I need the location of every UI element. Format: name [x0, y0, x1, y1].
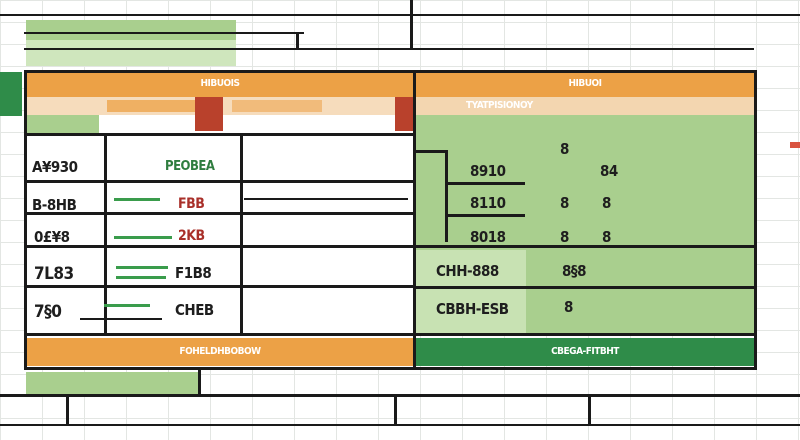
right-panel — [413, 70, 757, 370]
right-row-mid: 8 — [560, 140, 569, 158]
top-divider-2 — [24, 48, 754, 50]
left-panel-footer: FOHELDHBOBOW — [27, 338, 413, 366]
row-bar — [116, 266, 168, 269]
right-row-mid: 8§8 — [562, 262, 587, 280]
row-right-value: FBB — [178, 196, 205, 212]
right-row-value: 84 — [600, 162, 618, 180]
right-row-mid: 8 — [560, 228, 569, 246]
bottom-tick — [394, 396, 397, 426]
right-row-rule — [416, 333, 757, 336]
right-panel-header: HIBUOI — [416, 73, 754, 97]
right-row-value: 8 — [602, 194, 611, 212]
edge-marker — [790, 142, 800, 148]
bottom-tick — [198, 370, 201, 396]
top-tick-2 — [410, 0, 413, 50]
red-marker-2 — [395, 97, 413, 131]
row-right-value: F1B8 — [175, 264, 212, 282]
row-rule — [24, 245, 416, 248]
column-right-label: PEOBEA — [165, 159, 215, 174]
bottom-tick — [66, 396, 69, 426]
right-panel-subheader: TYATPISIONOY — [416, 97, 754, 115]
row-bar — [114, 198, 160, 201]
top-divider — [24, 32, 304, 34]
right-panel-subtitle: TYATPISIONOY — [466, 100, 533, 111]
red-marker — [195, 97, 223, 131]
top-pale-band — [26, 40, 236, 66]
right-panel-footer-label: CBEGA-FITBHT — [551, 346, 619, 357]
right-row-value: 8 — [602, 228, 611, 246]
row-bar — [116, 276, 166, 279]
right-row-label: CHH-888 — [436, 262, 499, 280]
right-row-rule — [416, 245, 757, 248]
row-rule — [24, 133, 416, 136]
row-rule — [24, 212, 416, 215]
bottom-rule-2 — [0, 424, 800, 426]
column-rule — [104, 133, 107, 333]
left-green-cell — [27, 115, 99, 133]
row-line — [80, 318, 162, 320]
subheader-fill — [107, 100, 217, 112]
right-panel-highlight — [416, 250, 526, 335]
left-panel-header: HIBUOIS — [27, 73, 413, 97]
right-row-rule — [445, 150, 448, 242]
left-panel-footer-label: FOHELDHBOBOW — [179, 346, 261, 357]
right-row-rule — [445, 214, 525, 217]
row-rule — [24, 333, 416, 336]
right-row-label: 8110 — [470, 194, 506, 212]
right-row-rule — [416, 286, 757, 289]
column-left-label: A¥930 — [32, 158, 78, 176]
right-row-mid: 8 — [560, 194, 569, 212]
row-left-value: 0£¥8 — [34, 228, 70, 246]
left-panel-subheader — [27, 97, 413, 131]
left-side-tab[interactable] — [0, 72, 22, 116]
right-row-tick — [416, 150, 448, 153]
right-panel-title: HIBUOI — [568, 78, 602, 89]
row-bar — [104, 304, 150, 307]
subheader-fill-2 — [232, 100, 322, 112]
row-right-value: 2KB — [178, 228, 205, 244]
right-row-label: 8910 — [470, 162, 506, 180]
right-row-rule — [445, 182, 525, 185]
row-bar — [114, 236, 172, 239]
bottom-rule — [0, 394, 800, 397]
row-rule — [24, 285, 416, 288]
column-rule — [240, 133, 243, 333]
right-row-mid: 8 — [564, 298, 573, 316]
top-green-band — [26, 20, 236, 40]
bottom-green-band — [26, 372, 198, 394]
right-panel-footer: CBEGA-FITBHT — [416, 338, 754, 366]
right-row-label: 8018 — [470, 228, 506, 246]
row-right-value: CHEB — [175, 301, 214, 319]
top-tick — [296, 32, 299, 50]
row-left-value: B-8HB — [32, 196, 77, 214]
left-panel-title: HIBUOIS — [200, 78, 240, 89]
row-left-value: 7L83 — [34, 264, 74, 284]
row-left-value: 7§0 — [34, 302, 62, 322]
top-rule — [0, 14, 800, 16]
row-line — [244, 198, 408, 200]
row-rule — [24, 180, 416, 183]
right-row-label: CBBH-ESB — [436, 300, 509, 318]
bottom-tick — [588, 396, 591, 426]
